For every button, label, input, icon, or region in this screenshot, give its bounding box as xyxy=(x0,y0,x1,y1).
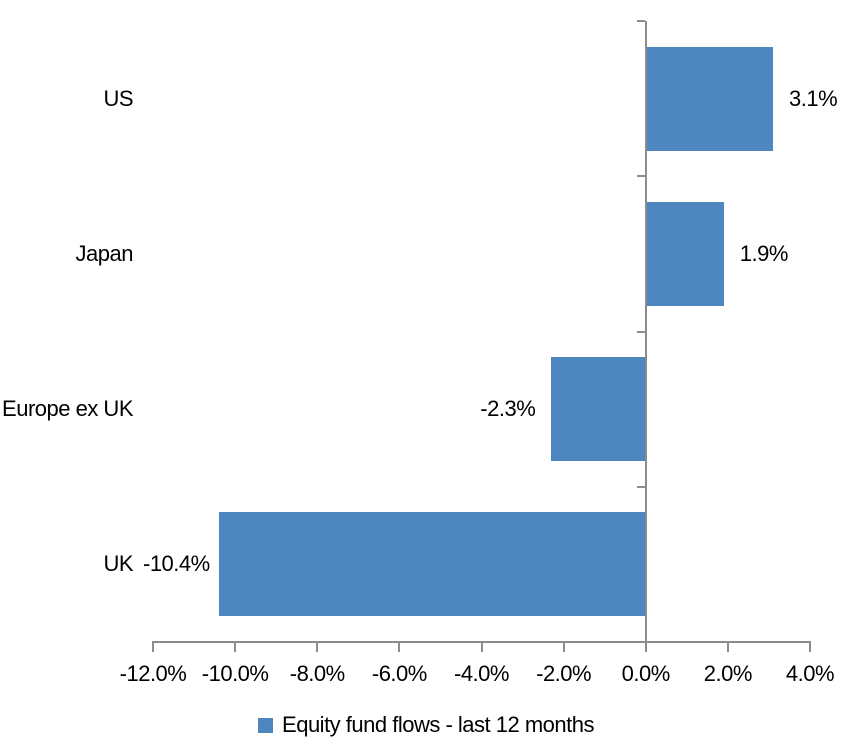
x-tick-label: -8.0% xyxy=(289,661,345,686)
bar-japan xyxy=(645,201,724,306)
legend-label: Equity fund flows - last 12 months xyxy=(282,712,594,737)
y-axis-line xyxy=(644,21,647,652)
category-label-uk: UK xyxy=(103,551,133,577)
x-tick-label: -10.0% xyxy=(201,661,269,686)
x-tick xyxy=(316,642,319,652)
x-tick-label: 4.0% xyxy=(785,661,835,686)
category-tick xyxy=(636,330,645,333)
x-tick xyxy=(234,642,237,652)
x-tick xyxy=(809,642,811,652)
legend-swatch-icon xyxy=(258,717,274,733)
bar-uk xyxy=(218,512,646,617)
legend: Equity fund flows - last 12 months xyxy=(0,710,852,740)
x-tick-label: 0.0% xyxy=(621,661,671,686)
category-label-us: US xyxy=(103,85,133,111)
value-label-japan: 1.9% xyxy=(739,240,789,266)
x-tick-label: 2.0% xyxy=(703,661,753,686)
x-tick xyxy=(562,642,565,652)
category-tick xyxy=(636,175,645,178)
x-tick-label: -6.0% xyxy=(371,661,427,686)
x-tick xyxy=(726,642,729,652)
x-tick-label: -4.0% xyxy=(454,661,509,686)
value-label-uk: -10.4% xyxy=(143,551,210,577)
category-label-japan: Japan xyxy=(75,240,134,266)
x-tick xyxy=(152,642,154,652)
x-tick xyxy=(398,642,401,652)
category-tick xyxy=(636,20,645,22)
x-tick xyxy=(480,642,483,652)
value-label-us: 3.1% xyxy=(789,85,838,111)
value-label-europe-ex-uk: -2.3% xyxy=(480,396,536,422)
x-tick-label: -2.0% xyxy=(536,661,592,686)
bar-us xyxy=(645,46,774,151)
category-label-europe-ex-uk: Europe ex UK xyxy=(2,396,133,422)
x-tick-label: -12.0% xyxy=(119,661,187,686)
bar-europe-ex-uk xyxy=(551,357,646,462)
category-tick xyxy=(636,485,645,488)
